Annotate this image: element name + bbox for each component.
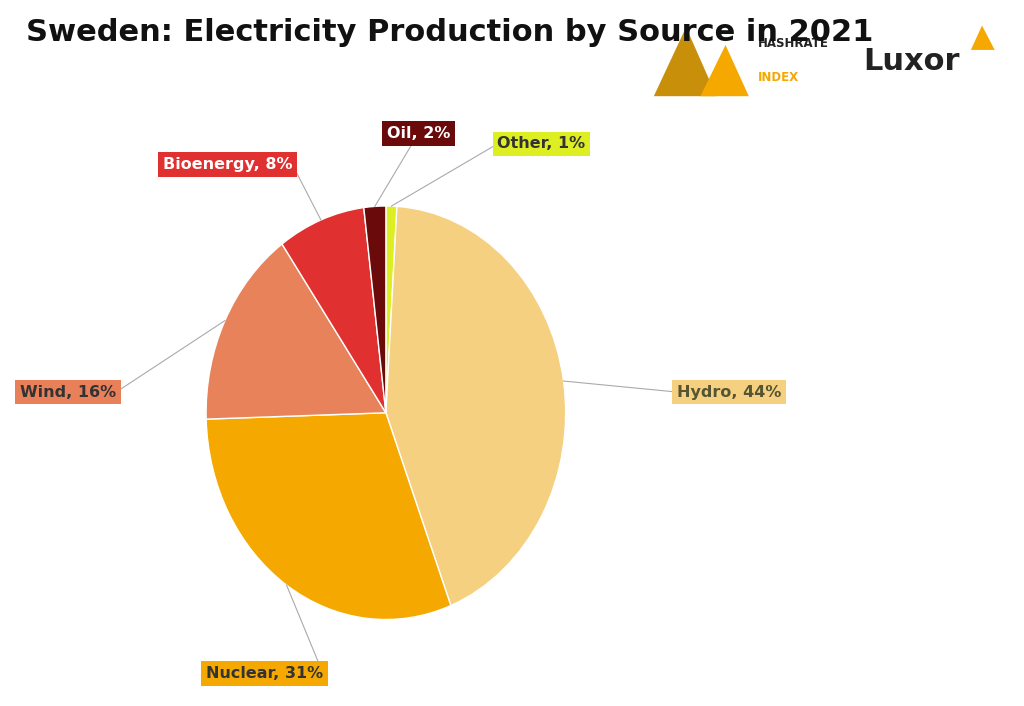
Text: Bioenergy, 8%: Bioenergy, 8% — [163, 157, 293, 172]
Text: INDEX: INDEX — [758, 71, 799, 84]
Polygon shape — [653, 27, 717, 96]
Text: Sweden: Electricity Production by Source in 2021: Sweden: Electricity Production by Source… — [26, 18, 873, 47]
Wedge shape — [386, 206, 397, 413]
Polygon shape — [971, 25, 994, 50]
Polygon shape — [700, 45, 749, 96]
Wedge shape — [386, 206, 565, 606]
Text: Oil, 2%: Oil, 2% — [386, 126, 450, 141]
Text: HASHRATE: HASHRATE — [758, 37, 828, 50]
Text: Hydro, 44%: Hydro, 44% — [677, 385, 781, 400]
Text: Nuclear, 31%: Nuclear, 31% — [206, 666, 323, 681]
Wedge shape — [364, 206, 386, 413]
Wedge shape — [206, 244, 386, 419]
Text: Other, 1%: Other, 1% — [498, 136, 586, 152]
Wedge shape — [282, 208, 386, 413]
Wedge shape — [206, 413, 451, 619]
Text: Luxor: Luxor — [863, 47, 959, 76]
Text: Wind, 16%: Wind, 16% — [20, 385, 116, 400]
